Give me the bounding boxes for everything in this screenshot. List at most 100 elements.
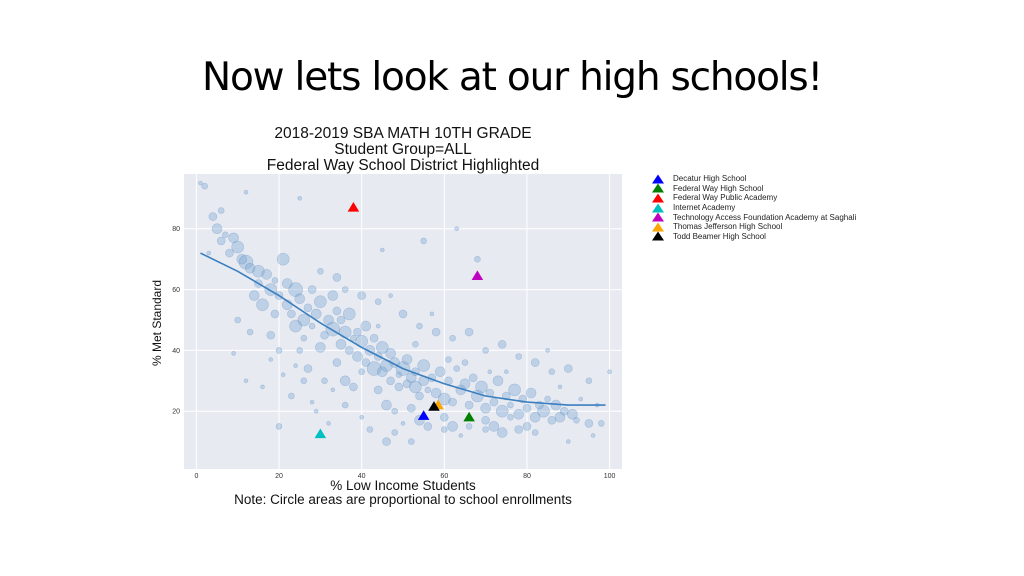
school-bubble — [398, 309, 408, 319]
school-bubble — [439, 412, 449, 422]
school-bubble — [344, 346, 354, 355]
school-bubble — [545, 348, 550, 353]
legend-item: Todd Beamer High School — [651, 231, 856, 242]
school-bubble — [349, 382, 358, 392]
school-bubble — [522, 422, 532, 431]
school-bubble — [448, 397, 457, 407]
school-bubble — [529, 411, 541, 423]
school-bubble — [531, 429, 539, 436]
school-bubble — [275, 347, 283, 354]
school-bubble — [405, 372, 417, 384]
school-bubble — [280, 372, 286, 378]
legend-label: Federal Way High School — [673, 183, 764, 193]
school-bubble — [293, 363, 298, 368]
highlighted-school-marker — [314, 428, 327, 439]
school-bubble — [468, 373, 478, 383]
chart-caption: % Low Income Students Note: Circle areas… — [184, 479, 622, 507]
school-bubble — [480, 402, 491, 414]
x-tick-labels: 0 20 40 60 80 100 — [194, 473, 615, 480]
school-bubble — [400, 421, 406, 426]
school-bubble — [208, 212, 218, 221]
school-bubble — [332, 306, 342, 316]
school-bubble — [339, 375, 351, 387]
school-bubble — [244, 262, 256, 274]
school-bubble — [320, 330, 329, 340]
school-bubble — [289, 319, 302, 333]
highlighted-school-marker — [417, 410, 430, 420]
triangle-marker-icon — [652, 183, 664, 193]
school-bubble — [573, 416, 580, 424]
school-bubble — [496, 427, 508, 438]
school-bubble — [376, 366, 388, 378]
school-bubble — [332, 358, 342, 367]
school-bubble — [350, 334, 357, 342]
school-bubble — [474, 255, 481, 263]
school-bubble — [563, 364, 573, 373]
school-bubble — [261, 269, 272, 280]
school-bubble — [487, 369, 493, 375]
school-bubble — [406, 403, 416, 413]
school-bubble — [352, 351, 363, 362]
school-bubble — [454, 226, 460, 231]
school-bubble — [323, 314, 334, 326]
legend-item: Technology Access Foundation Academy at … — [651, 212, 856, 222]
school-bubble — [515, 353, 523, 360]
chart-title-line-1: 2018-2019 SBA MATH 10TH GRADE — [274, 125, 532, 142]
school-bubble — [585, 377, 593, 385]
school-bubble — [465, 423, 473, 430]
highlighted-school-marker — [428, 401, 440, 411]
school-bubble — [440, 426, 448, 433]
school-bubble — [300, 334, 308, 342]
school-bubble — [327, 290, 339, 301]
school-bubble — [317, 267, 324, 275]
school-bubble — [459, 378, 471, 390]
school-bubble — [431, 327, 441, 337]
school-bubble — [522, 403, 532, 413]
school-bubble — [341, 401, 349, 409]
highlighted-school-markers — [314, 201, 484, 439]
school-bubble — [222, 231, 229, 239]
school-bubble — [379, 247, 385, 253]
legend-item: Internet Academy — [651, 203, 856, 213]
school-bubble — [287, 309, 296, 319]
school-bubble — [252, 264, 265, 278]
x-axis-label: % Low Income Students — [330, 478, 476, 493]
school-bubble — [409, 380, 422, 394]
school-bubble — [360, 320, 372, 332]
school-bubble — [559, 406, 569, 416]
school-bubble — [375, 341, 389, 354]
school-bubble — [513, 408, 525, 420]
gridlines — [184, 174, 622, 469]
school-bubble — [597, 420, 605, 427]
school-bubble — [303, 303, 313, 313]
school-bubble — [234, 316, 241, 324]
y-tick-label: 80 — [172, 226, 180, 233]
school-bubble — [201, 182, 208, 190]
school-bubble — [271, 277, 279, 284]
school-bubble — [544, 395, 551, 403]
school-bubble — [489, 397, 499, 407]
school-bubble — [310, 308, 322, 320]
school-bubble — [497, 339, 507, 349]
school-bubble — [217, 207, 225, 214]
trend-line — [200, 252, 606, 406]
chart-title-line-2: Student Group=ALL — [334, 141, 472, 158]
school-bubble — [374, 298, 382, 306]
school-bubble — [275, 423, 283, 430]
slide-title: Now lets look at our high schools! — [202, 55, 823, 100]
school-bubble — [401, 354, 413, 365]
school-bubble — [447, 421, 458, 432]
school-bubble — [332, 273, 342, 282]
x-tick-label: 40 — [358, 473, 366, 480]
school-bubble — [381, 399, 392, 411]
school-bubble — [430, 387, 442, 399]
school-bubble — [361, 358, 371, 367]
school-bubble — [313, 408, 319, 414]
school-bubble — [238, 254, 254, 270]
school-bubble — [391, 429, 399, 436]
school-bubble — [206, 250, 212, 256]
school-bubble — [353, 327, 362, 337]
school-bubble — [386, 376, 395, 386]
school-bubble — [297, 313, 311, 327]
